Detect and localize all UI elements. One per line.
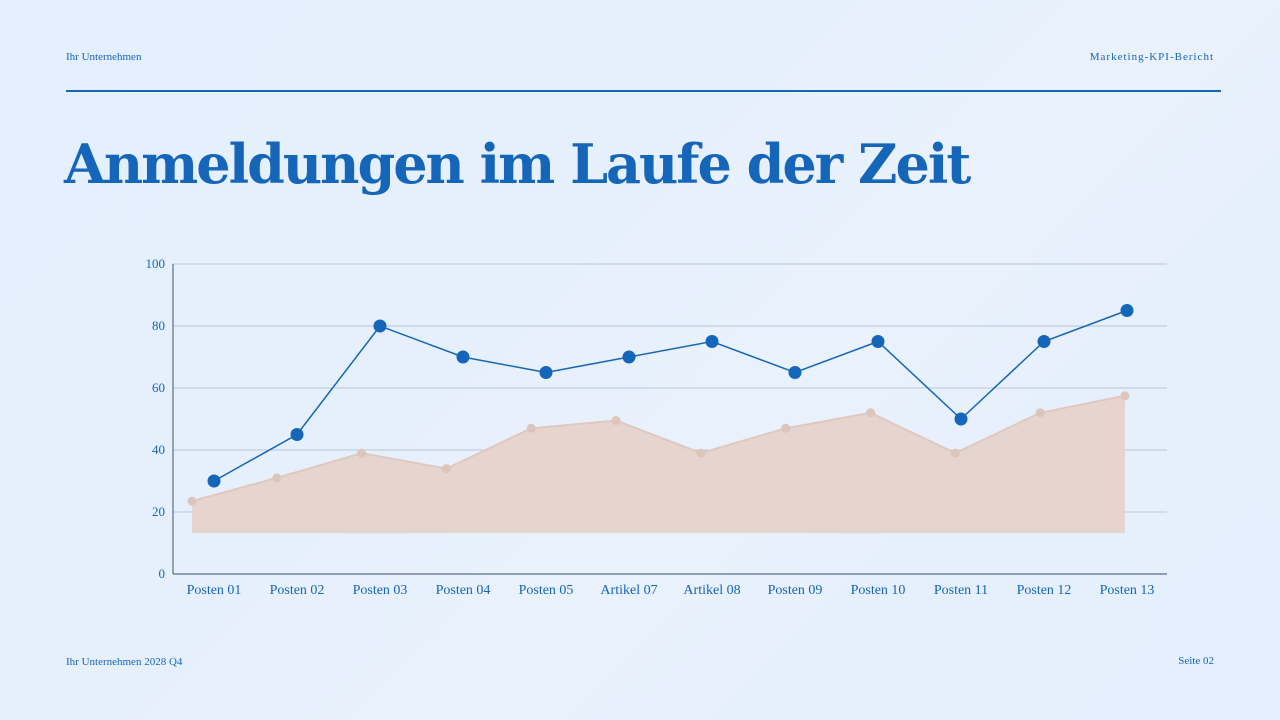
area-fill [192,395,1125,534]
area-point [781,423,791,433]
area-point [526,423,536,433]
line-point [705,335,719,348]
y-tick-label: 40 [152,442,165,457]
line-point [373,319,387,333]
x-tick-label: Posten 05 [519,583,574,598]
line-point [1037,335,1051,348]
area-point [866,408,876,418]
x-tick-label: Posten 04 [436,583,491,598]
header-divider [66,90,1221,92]
y-tick-label: 20 [152,504,165,519]
x-tick-label: Artikel 08 [683,583,740,598]
area-point [187,496,197,506]
area-point [1120,391,1130,401]
line-point [954,412,968,426]
y-tick-label: 80 [152,318,165,333]
x-tick-label: Posten 02 [270,583,325,598]
area-point [272,473,282,483]
y-tick-label: 60 [152,380,165,395]
line-point [456,350,470,364]
line-point [207,474,221,488]
x-tick-label: Posten 10 [851,583,906,598]
area-point [611,416,621,426]
x-tick-label: Posten 01 [187,583,242,598]
x-tick-label: Artikel 07 [600,583,657,598]
area-point [696,448,706,458]
x-tick-label: Posten 09 [768,583,823,598]
area-point [1035,408,1045,418]
line-point [539,366,553,379]
line-point [871,335,885,348]
x-tick-label: Posten 12 [1017,583,1072,598]
report-name: Marketing-KPI-Bericht [1089,51,1214,63]
line-series [213,309,1128,482]
area-line [191,394,1126,503]
x-tick-label: Posten 11 [934,583,988,598]
x-tick-label: Posten 03 [353,583,408,598]
x-tick-label: Posten 13 [1100,583,1155,598]
line-point [788,366,802,379]
area-point [357,448,367,458]
line-point [290,428,304,441]
y-tick-label: 0 [159,566,166,581]
line-point [1120,304,1134,317]
page-number: Seite 02 [1178,655,1214,667]
page-title: Anmeldungen im Laufe der Zeit [64,132,971,196]
line-point [622,350,636,364]
footer-label: Ihr Unternehmen 2028 Q4 [66,656,183,668]
y-tick-label: 100 [146,256,166,271]
company-name: Ihr Unternehmen [66,51,142,63]
area-point [950,448,960,458]
area-point [441,464,451,474]
